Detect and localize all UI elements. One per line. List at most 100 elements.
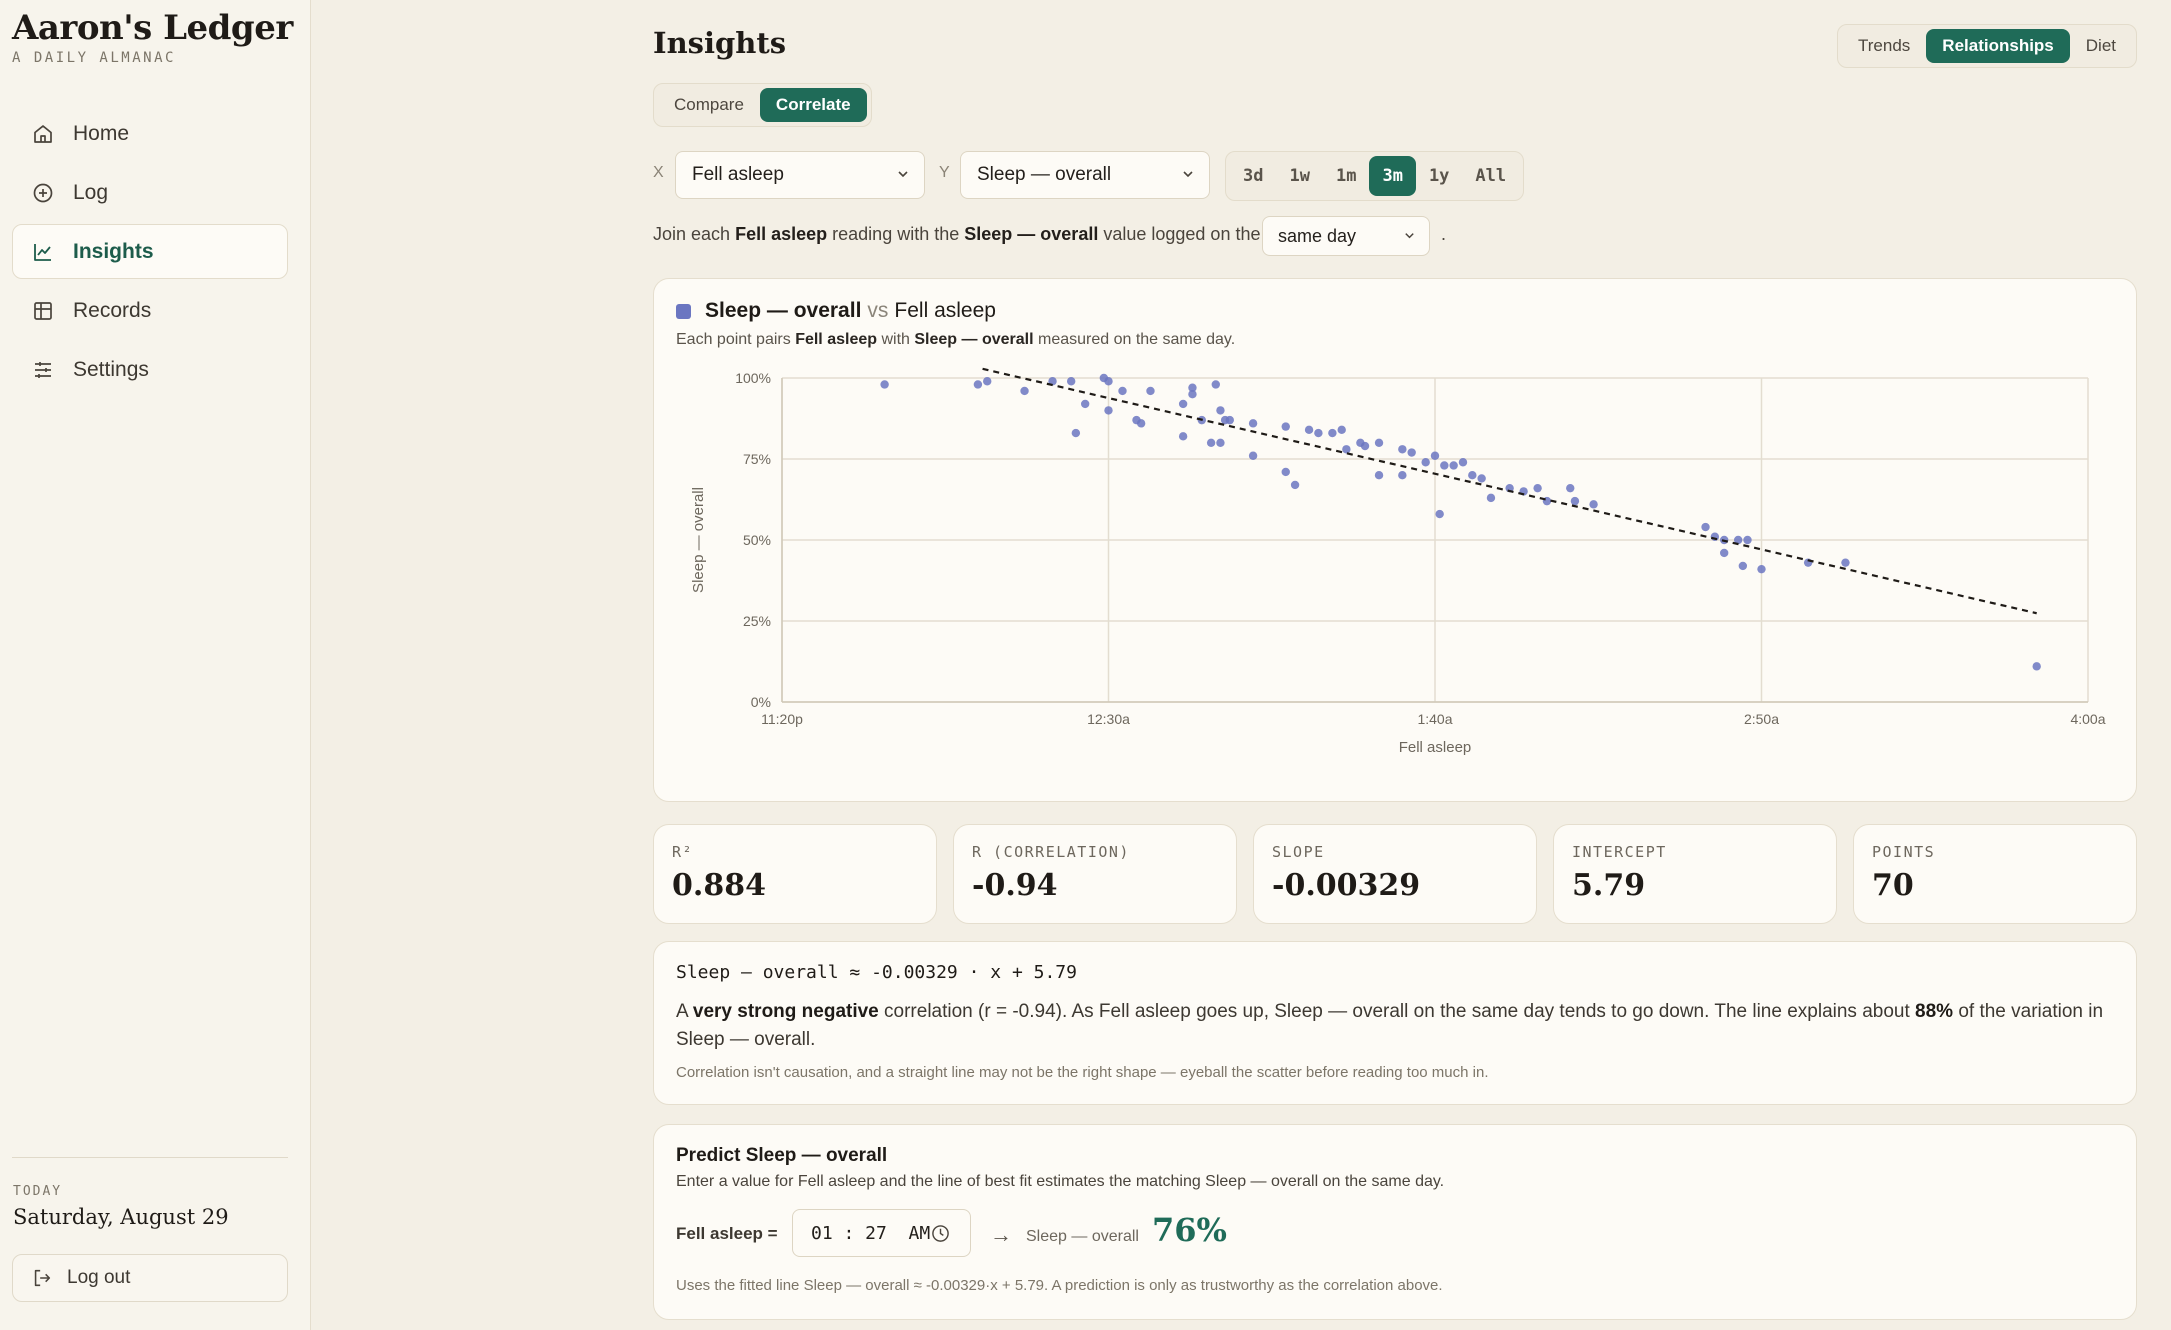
- range-3d[interactable]: 3d: [1243, 166, 1264, 186]
- data-point: [1048, 377, 1057, 386]
- sidebar-item-label: Insights: [73, 239, 154, 263]
- x-axis-tag: X: [653, 164, 664, 181]
- sidebar-item-settings[interactable]: Settings: [12, 342, 288, 397]
- explain-text-part: A: [676, 1001, 693, 1022]
- sidebar: Aaron's Ledger A DAILY ALMANAC Home Log …: [0, 0, 311, 1330]
- stat-intercept: INTERCEPT 5.79: [1553, 824, 1837, 924]
- data-point: [1206, 438, 1216, 447]
- stat-r-squared: R² 0.884: [653, 824, 937, 924]
- app-title: Aaron's Ledger: [12, 8, 293, 48]
- join-text: reading with the: [832, 224, 960, 244]
- plus-circle-icon: [31, 181, 55, 205]
- stat-label: POINTS: [1872, 843, 1936, 861]
- data-point: [1374, 438, 1384, 447]
- data-point: [1342, 445, 1351, 454]
- data-point: [1398, 471, 1407, 480]
- tab-correlate[interactable]: Correlate: [759, 88, 867, 122]
- x-variable-value: Fell asleep: [692, 164, 784, 185]
- stat-slope: SLOPE -0.00329: [1253, 824, 1537, 924]
- data-point: [1841, 558, 1850, 567]
- chart-subtitle: Each point pairs Fell asleep with Sleep …: [676, 331, 1235, 349]
- logout-icon: [31, 1267, 53, 1289]
- data-point: [1225, 415, 1234, 425]
- predict-title: Predict Sleep — overall: [676, 1145, 888, 1166]
- time-value: 01 : 27 AM: [811, 1222, 931, 1244]
- data-point: [1146, 386, 1155, 396]
- x-variable-select[interactable]: Fell asleep: [675, 151, 925, 199]
- data-point: [1281, 467, 1290, 477]
- stat-correlation: R (CORRELATION) -0.94: [953, 824, 1237, 924]
- x-tick-label: 1:40a: [1417, 711, 1452, 727]
- today-label: TODAY: [13, 1184, 63, 1199]
- tab-trends[interactable]: Trends: [1858, 36, 1911, 55]
- sliders-icon: [31, 358, 55, 382]
- predict-output-value: 76%: [1152, 1211, 1227, 1249]
- table-icon: [31, 299, 55, 323]
- stat-value: 0.884: [672, 868, 766, 903]
- data-point: [1449, 461, 1458, 470]
- y-tick-label: 50%: [743, 532, 771, 548]
- sidebar-item-home[interactable]: Home: [12, 106, 288, 161]
- data-point: [880, 380, 889, 389]
- data-point: [1248, 419, 1258, 428]
- data-point: [1281, 422, 1290, 431]
- y-tick-label: 75%: [743, 451, 771, 467]
- data-point: [1398, 445, 1407, 454]
- join-y-name: Sleep — overall: [964, 224, 1099, 244]
- y-tick-label: 100%: [735, 370, 771, 386]
- join-text: Join each: [653, 224, 731, 244]
- data-point: [1104, 377, 1113, 386]
- view-tabs: Trends Relationships Diet: [1837, 24, 2137, 68]
- join-x-name: Fell asleep: [735, 224, 828, 244]
- range-1y[interactable]: 1y: [1428, 166, 1450, 186]
- range-1w[interactable]: 1w: [1289, 166, 1310, 186]
- x-axis-label: Fell asleep: [1399, 739, 1472, 756]
- data-point: [1188, 390, 1197, 399]
- logout-button[interactable]: Log out: [12, 1254, 288, 1302]
- caveat-note: Correlation isn't causation, and a strai…: [676, 1064, 1489, 1081]
- data-point: [1738, 561, 1748, 571]
- data-point: [1248, 451, 1258, 460]
- x-tick-label: 12:30a: [1087, 711, 1130, 727]
- y-variable-select[interactable]: Sleep — overall: [960, 151, 1210, 199]
- legend-y-name: Sleep — overall: [705, 299, 862, 322]
- fell-asleep-time-input[interactable]: 01 : 27 AM: [792, 1209, 971, 1257]
- sidebar-item-records[interactable]: Records: [12, 283, 288, 338]
- sidebar-item-insights[interactable]: Insights: [12, 224, 288, 279]
- predict-output-label: Sleep — overall: [1026, 1228, 1139, 1245]
- predict-input-label: Fell asleep =: [676, 1224, 778, 1243]
- predict-card: Predict Sleep — overall Enter a value fo…: [653, 1124, 2137, 1320]
- clock-icon[interactable]: [931, 1224, 950, 1243]
- range-1m[interactable]: 1m: [1335, 166, 1357, 186]
- data-point: [1430, 451, 1440, 460]
- data-point: [1421, 458, 1430, 467]
- data-point: [1360, 441, 1370, 451]
- chevron-down-icon: [1183, 171, 1193, 178]
- data-point: [1178, 432, 1188, 441]
- y-axis-tag: Y: [939, 164, 950, 181]
- range-all[interactable]: All: [1475, 166, 1507, 186]
- tab-relationships[interactable]: Relationships: [1926, 29, 2070, 63]
- data-point: [1080, 399, 1090, 409]
- range-tabs: 3d 1w 1m 3m 1y All: [1225, 151, 1525, 201]
- explain-text-part: correlation (r = -0.94). As Fell asleep …: [878, 1001, 1916, 1022]
- sidebar-item-label: Home: [73, 121, 130, 145]
- range-3m[interactable]: 3m: [1369, 156, 1416, 196]
- home-icon: [31, 122, 55, 146]
- explanation-text: A very strong negative correlation (r = …: [676, 998, 2106, 1054]
- explain-text-part: of the variation in Sleep — overall.: [676, 1001, 2104, 1050]
- tab-diet[interactable]: Diet: [2085, 36, 2116, 55]
- join-day-select[interactable]: same day: [1262, 216, 1430, 256]
- app-subtitle: A DAILY ALMANAC: [12, 50, 176, 66]
- data-point: [1071, 428, 1081, 438]
- data-point: [1216, 406, 1225, 415]
- data-point: [1505, 483, 1514, 493]
- data-point: [1570, 496, 1580, 506]
- data-point: [1477, 474, 1486, 483]
- x-tick-label: 4:00a: [2070, 711, 2105, 727]
- sidebar-item-log[interactable]: Log: [12, 165, 288, 220]
- data-point: [1458, 458, 1468, 467]
- tab-compare[interactable]: Compare: [674, 95, 744, 114]
- predict-subtitle: Enter a value for Fell asleep and the li…: [676, 1173, 1445, 1190]
- line-chart-icon: [31, 240, 55, 264]
